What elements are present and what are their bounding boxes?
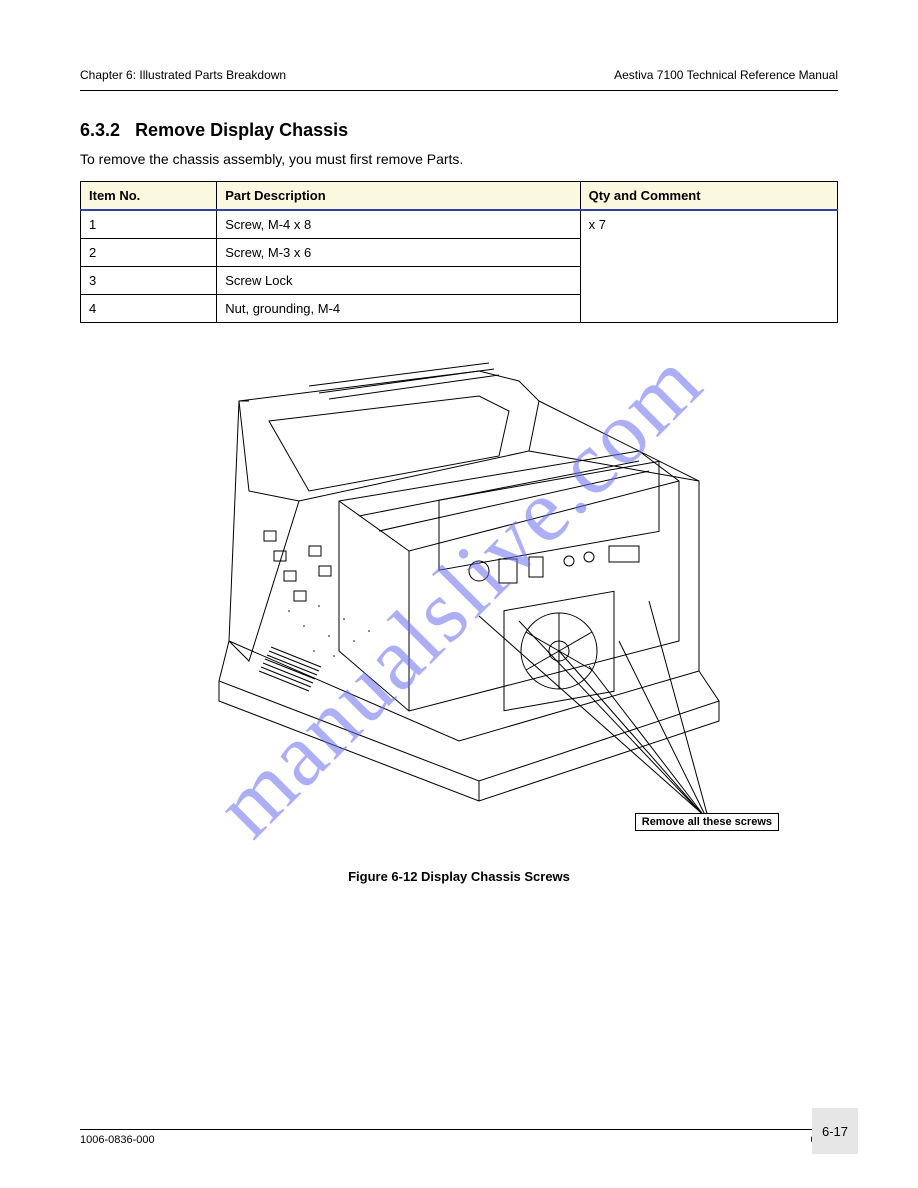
figure: Remove all these screws xyxy=(179,341,739,861)
footer: 1006-0836-000 03/03 xyxy=(80,1129,838,1146)
cell-item: 3 xyxy=(81,267,217,295)
header-manual: Aestiva 7100 Technical Reference Manual xyxy=(614,68,838,82)
parts-table: Item No. Part Description Qty and Commen… xyxy=(80,181,838,323)
th-item: Item No. xyxy=(81,182,217,211)
page-number: 6-17 xyxy=(812,1108,858,1154)
header-row: Chapter 6: Illustrated Parts Breakdown A… xyxy=(80,68,838,82)
page: Chapter 6: Illustrated Parts Breakdown A… xyxy=(0,0,918,1188)
footer-docref: 1006-0836-000 xyxy=(80,1134,155,1146)
cell-qty: x 7 xyxy=(580,210,837,323)
section-subtitle: To remove the chassis assembly, you must… xyxy=(80,151,838,167)
section-number: 6.3.2 xyxy=(80,120,120,140)
section-heading: 6.3.2 Remove Display Chassis xyxy=(80,120,838,141)
cell-part: Screw, M-3 x 6 xyxy=(217,239,580,267)
header-chapter: Chapter 6: Illustrated Parts Breakdown xyxy=(80,68,286,82)
cell-item: 4 xyxy=(81,295,217,323)
th-part: Part Description xyxy=(217,182,580,211)
figure-caption: Figure 6-12 Display Chassis Screws xyxy=(80,869,838,884)
table-row: 1 Screw, M-4 x 8 x 7 xyxy=(81,210,838,239)
device-illustration xyxy=(179,341,739,861)
table-header-row: Item No. Part Description Qty and Commen… xyxy=(81,182,838,211)
section-title-text: Remove Display Chassis xyxy=(135,120,348,140)
cell-part: Screw, M-4 x 8 xyxy=(217,210,580,239)
cell-part: Nut, grounding, M-4 xyxy=(217,295,580,323)
cell-part: Screw Lock xyxy=(217,267,580,295)
header-rule xyxy=(80,90,838,91)
th-qty: Qty and Comment xyxy=(580,182,837,211)
cell-item: 1 xyxy=(81,210,217,239)
callout-label: Remove all these screws xyxy=(635,813,779,831)
cell-item: 2 xyxy=(81,239,217,267)
